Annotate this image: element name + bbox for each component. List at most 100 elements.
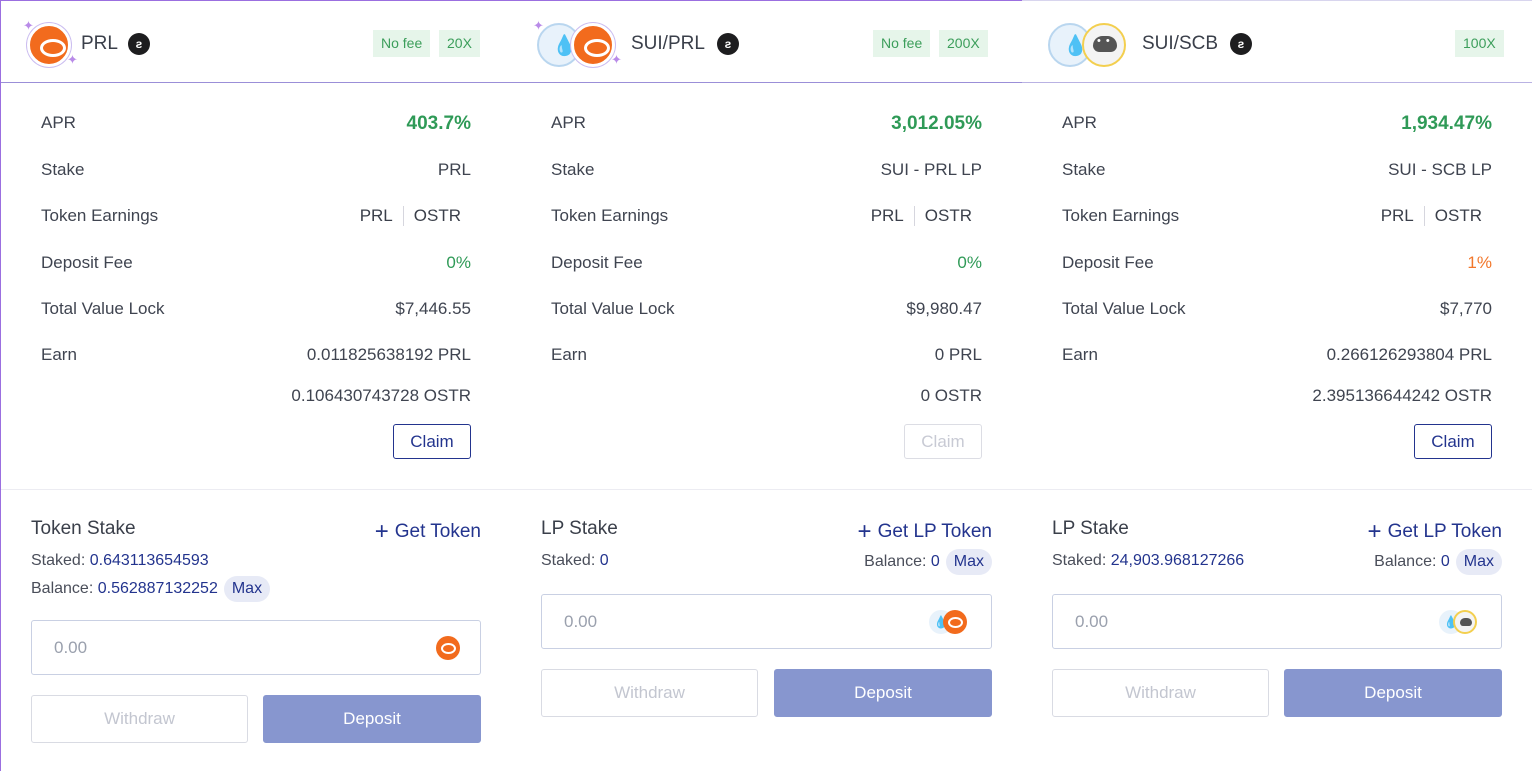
deposit-button[interactable]: Deposit xyxy=(1284,669,1502,717)
divider xyxy=(402,206,404,226)
earning-token: PRL xyxy=(1380,206,1414,225)
stake-section: LP Stake + Get LP Token Staked: 24,903.96… xyxy=(1022,490,1532,771)
sparkle-icon: ✦ xyxy=(67,52,78,67)
get-lp-token-link[interactable]: + Get LP Token xyxy=(1368,518,1502,546)
staked-label: Staked: xyxy=(1052,552,1107,569)
apr-value: 1,934.47% xyxy=(1401,113,1492,134)
balance-line: Balance: 0.562887132252 Max xyxy=(31,576,271,602)
stake-label: Stake xyxy=(551,160,595,179)
fee-badge: No fee xyxy=(373,30,431,57)
balance-label: Balance: xyxy=(864,553,927,570)
balance-label: Balance: xyxy=(1374,553,1437,570)
stake-heading: LP Stake xyxy=(541,518,618,539)
pool-details: APR 1,934.47% Stake SUI - SCB LP Token Ear… xyxy=(1022,83,1532,490)
earn-ostr: 2.395136644242 OSTR xyxy=(1312,386,1492,405)
token-logo: ✦ 💧 ✦ xyxy=(533,18,622,69)
multiplier-badge: 20X xyxy=(439,30,480,57)
withdraw-button[interactable]: Withdraw xyxy=(541,669,758,717)
earn-prl: 0.011825638192 PRL xyxy=(306,345,471,364)
apr-label: APR xyxy=(41,113,76,132)
deposit-fee-label: Deposit Fee xyxy=(1062,253,1154,272)
stake-label: Stake xyxy=(41,160,85,179)
deposit-fee-label: Deposit Fee xyxy=(41,253,133,272)
get-token-label: Get LP Token xyxy=(877,521,992,542)
claim-button[interactable]: Claim xyxy=(904,424,982,459)
withdraw-button[interactable]: Withdraw xyxy=(1052,669,1269,717)
token-earnings-label: Token Earnings xyxy=(551,206,669,225)
balance-value: 0 xyxy=(930,553,940,570)
max-button[interactable]: Max xyxy=(223,576,271,602)
chain-icon: ƨ xyxy=(128,33,150,55)
balance-value: 0 xyxy=(1440,553,1450,570)
scb-token-icon xyxy=(1082,23,1126,67)
get-token-label: Get LP Token xyxy=(1387,521,1502,542)
sparkle-icon: ✦ xyxy=(611,52,622,67)
prl-token-icon xyxy=(571,23,615,67)
apr-value: 403.7% xyxy=(406,113,471,134)
claim-button[interactable]: Claim xyxy=(1414,424,1492,459)
token-earnings-label: Token Earnings xyxy=(41,206,159,225)
chain-icon: ƨ xyxy=(717,33,739,55)
stake-label: Stake xyxy=(1062,160,1106,179)
plus-icon: + xyxy=(374,518,389,545)
tvl-value: $7,770 xyxy=(1440,299,1492,318)
tvl-label: Total Value Lock xyxy=(551,299,675,318)
multiplier-badge: 100X xyxy=(1455,30,1504,57)
get-token-label: Get Token xyxy=(394,521,481,542)
staked-line: Staked: 0 xyxy=(541,552,609,570)
deposit-button[interactable]: Deposit xyxy=(263,695,481,743)
token-logo: 💧 xyxy=(1046,21,1126,69)
earning-token: OSTR xyxy=(413,206,461,225)
amount-placeholder: 0.00 xyxy=(54,638,88,657)
multiplier-badge: 200X xyxy=(939,30,988,57)
divider xyxy=(913,206,915,226)
max-button[interactable]: Max xyxy=(1455,549,1502,575)
stake-section: LP Stake + Get LP Token Staked: 0 Balance… xyxy=(511,490,1022,771)
pool-title: SUI/SCB xyxy=(1142,33,1219,54)
earning-token: PRL xyxy=(359,206,393,225)
stake-value: SUI - PRL LP xyxy=(880,160,982,179)
sparkle-icon: ✦ xyxy=(533,18,544,33)
claim-button[interactable]: Claim xyxy=(393,424,471,459)
pool-details: APR 3,012.05% Stake SUI - PRL LP Token Ear… xyxy=(511,83,1022,490)
farm-card-sui-scb: 💧 SUI/SCB ƨ 100X APR 1,934.47% Stake SUI -… xyxy=(1022,0,1532,771)
get-token-link[interactable]: + Get Token xyxy=(375,518,481,546)
stake-value: PRL xyxy=(437,160,471,179)
staked-label: Staked: xyxy=(31,552,86,569)
staked-value: 0.643113654593 xyxy=(89,552,209,569)
amount-input[interactable]: 0.00 💧 xyxy=(541,594,992,649)
card-header: ✦ ✦ PRL ƨ No fee 20X xyxy=(1,1,511,83)
farm-card-sui-prl: ✦ 💧 ✦ SUI/PRL ƨ No fee 200X APR 3,012.05%… xyxy=(511,0,1023,771)
tvl-value: $9,980.47 xyxy=(906,299,982,318)
farm-card-prl: ✦ ✦ PRL ƨ No fee 20X APR 403.7% Stake PRL … xyxy=(0,0,512,771)
earning-token: OSTR xyxy=(1434,206,1482,225)
get-lp-token-link[interactable]: + Get LP Token xyxy=(858,518,992,546)
scb-token-icon xyxy=(1453,610,1477,634)
earning-token: PRL xyxy=(870,206,904,225)
token-earnings-label: Token Earnings xyxy=(1062,206,1180,225)
card-header: ✦ 💧 ✦ SUI/PRL ƨ No fee 200X xyxy=(511,1,1022,83)
stake-value: SUI - SCB LP xyxy=(1388,160,1492,179)
apr-value: 3,012.05% xyxy=(891,113,982,134)
withdraw-button[interactable]: Withdraw xyxy=(31,695,248,743)
balance-line: Balance: 0 Max xyxy=(1374,549,1502,575)
card-header: 💧 SUI/SCB ƨ 100X xyxy=(1022,1,1532,83)
amount-input[interactable]: 0.00 💧 xyxy=(1052,594,1502,649)
fee-badge: No fee xyxy=(873,30,931,57)
divider xyxy=(1423,206,1425,226)
pool-title: PRL xyxy=(81,33,118,54)
amount-placeholder: 0.00 xyxy=(1075,612,1109,631)
prl-token-icon xyxy=(27,23,71,67)
deposit-fee-value: 0% xyxy=(957,253,982,272)
prl-token-icon xyxy=(943,610,967,634)
tvl-label: Total Value Lock xyxy=(1062,299,1186,318)
earn-label: Earn xyxy=(551,345,587,364)
amount-input[interactable]: 0.00 xyxy=(31,620,481,675)
balance-line: Balance: 0 Max xyxy=(864,549,992,575)
plus-icon: + xyxy=(1367,518,1382,545)
token-logo: ✦ ✦ xyxy=(23,19,78,69)
earn-prl: 0 PRL xyxy=(934,345,982,364)
deposit-button[interactable]: Deposit xyxy=(774,669,992,717)
chain-icon: ƨ xyxy=(1230,33,1252,55)
max-button[interactable]: Max xyxy=(945,549,992,575)
